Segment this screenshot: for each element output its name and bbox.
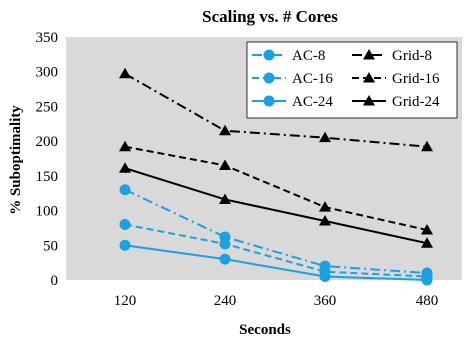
data-point — [421, 140, 433, 152]
legend-item: AC-8 — [252, 48, 325, 64]
series-line — [124, 188, 428, 275]
series-line — [124, 72, 428, 148]
legend-item: Grid-24 — [352, 94, 440, 110]
data-point — [219, 238, 231, 250]
y-tick-label: 150 — [36, 169, 59, 185]
y-tick-label: 350 — [36, 30, 59, 46]
y-tick-label: 50 — [43, 238, 58, 254]
data-point — [319, 131, 331, 143]
y-tick-label: 100 — [36, 204, 59, 220]
legend: AC-8 AC-16 AC-24 Grid-8 Grid-16 Grid-24 — [246, 41, 458, 119]
data-point — [119, 239, 131, 251]
series-line — [124, 223, 428, 278]
series-line — [124, 167, 428, 245]
legend-marker — [363, 49, 375, 60]
series-line — [124, 244, 428, 281]
legend-marker — [363, 95, 375, 106]
legend-item: AC-16 — [252, 71, 333, 87]
legend-label: Grid-24 — [392, 94, 440, 110]
y-axis-label: % Suboptimality — [8, 105, 24, 215]
data-point — [219, 124, 231, 136]
y-tick-label: 200 — [36, 134, 59, 150]
x-tick-label: 480 — [416, 293, 439, 309]
legend-marker — [263, 95, 275, 107]
series-line — [124, 145, 428, 231]
legend-label: AC-16 — [292, 71, 333, 87]
series-grid-8 — [119, 67, 433, 152]
series-grid-16 — [119, 140, 433, 235]
data-point — [319, 271, 331, 283]
series-grid-24 — [119, 162, 433, 248]
legend-marker — [263, 49, 275, 61]
data-point — [421, 237, 433, 248]
x-axis-label: Seconds — [239, 322, 291, 338]
data-point — [119, 184, 131, 196]
y-axis: 0 50 100 150 200 250 300 350 — [36, 30, 59, 289]
chart-title: Scaling vs. # Cores — [202, 7, 338, 26]
legend-label: Grid-8 — [392, 48, 432, 64]
x-axis: 120 240 360 480 — [114, 293, 439, 309]
data-point — [119, 67, 131, 79]
x-tick-label: 120 — [114, 293, 137, 309]
data-point — [219, 159, 231, 170]
data-point — [421, 274, 433, 286]
data-point — [319, 214, 331, 226]
y-tick-label: 0 — [51, 273, 59, 289]
series-layer — [119, 67, 433, 286]
legend-label: Grid-16 — [392, 71, 440, 87]
y-tick-label: 300 — [36, 65, 59, 81]
data-point — [319, 201, 331, 212]
x-tick-label: 360 — [314, 293, 337, 309]
legend-marker — [263, 72, 275, 84]
data-point — [119, 218, 131, 230]
data-point — [219, 193, 231, 204]
series-ac-24 — [119, 239, 433, 286]
legend-item: Grid-16 — [352, 71, 440, 87]
data-point — [119, 140, 131, 152]
legend-marker — [363, 72, 375, 83]
y-tick-label: 250 — [36, 99, 59, 115]
legend-label: AC-8 — [292, 48, 325, 64]
legend-label: AC-24 — [292, 94, 333, 110]
data-point — [119, 162, 131, 173]
legend-item: Grid-8 — [352, 48, 432, 64]
x-tick-label: 240 — [214, 293, 237, 309]
legend-item: AC-24 — [252, 94, 333, 110]
data-point — [219, 253, 231, 265]
data-point — [421, 224, 433, 235]
